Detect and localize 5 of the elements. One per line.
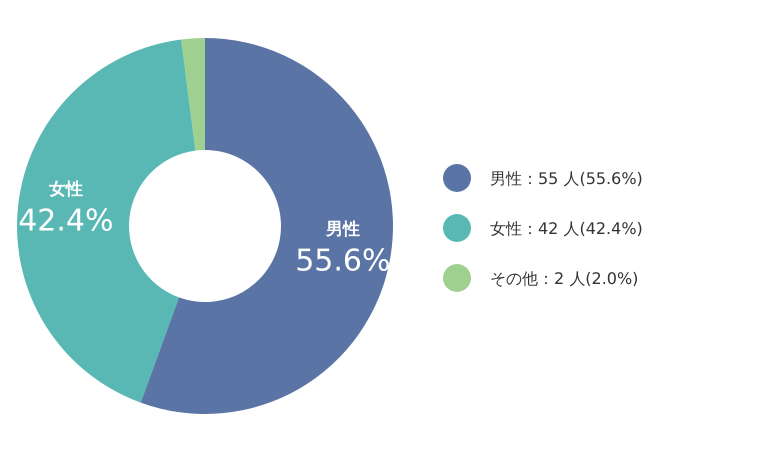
legend-label: その他：2 人(2.0%) bbox=[490, 269, 638, 288]
data-label: 女性 42.4% bbox=[18, 179, 114, 238]
data-label: 男性 55.6% bbox=[295, 219, 391, 278]
legend-label: 男性：55 人(55.6%) bbox=[490, 169, 643, 188]
legend-label: 女性：42 人(42.4%) bbox=[490, 219, 643, 238]
